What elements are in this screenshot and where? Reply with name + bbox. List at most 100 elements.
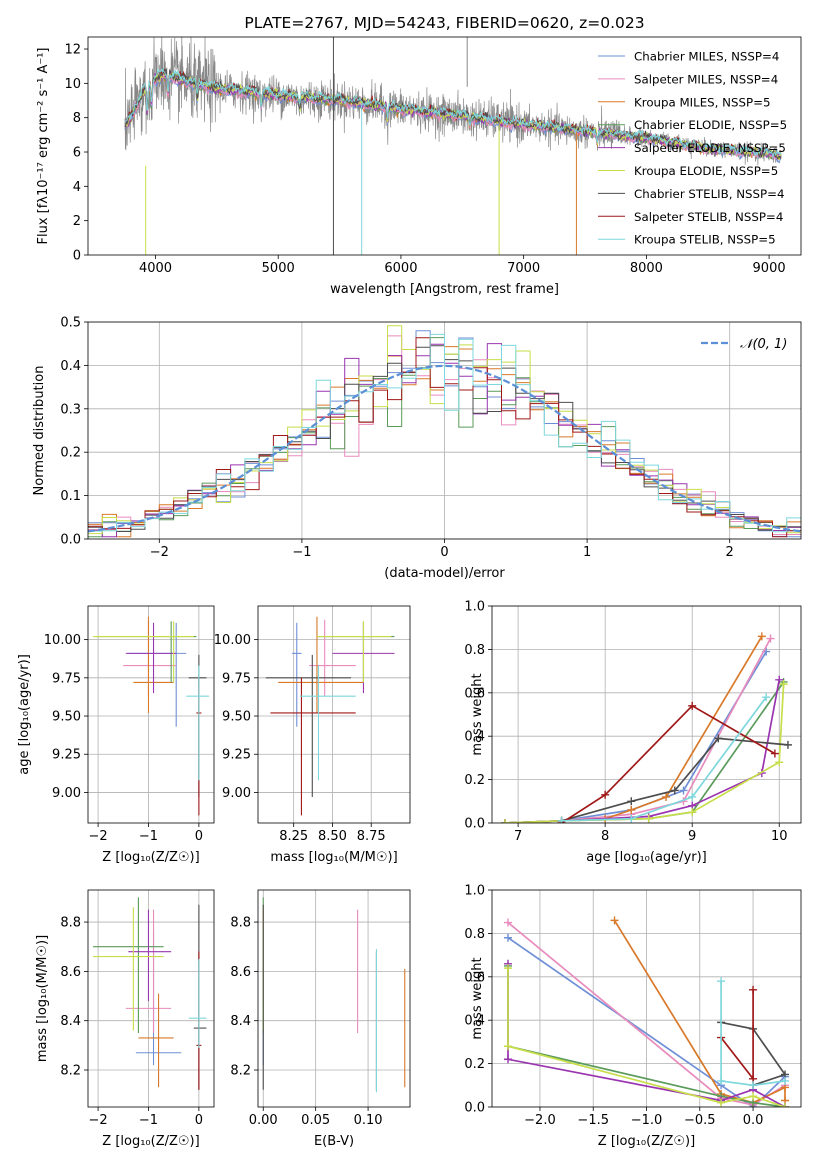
errorbar-point-2 <box>138 993 174 1088</box>
weight-marker <box>717 1098 726 1107</box>
x-axis-label: (data-model)/error <box>384 566 505 581</box>
errorbar-point-8 <box>186 665 209 781</box>
y-tick-label: 0.0 <box>60 533 81 548</box>
y-tick-label: 8.6 <box>60 965 81 980</box>
weight-marker <box>662 792 671 801</box>
errorbar-point-5 <box>93 907 164 1031</box>
x-tick-label: 2 <box>726 545 734 560</box>
weight-marker <box>762 693 771 702</box>
axes-frame <box>87 321 802 540</box>
y-tick-label: 0.6 <box>464 686 485 701</box>
y-tick-label: 0.8 <box>464 927 485 942</box>
chart-title: PLATE=2767, MJD=54243, FIBERID=0620, z=0… <box>244 14 644 32</box>
legend-label: Chabrier STELIB, NSSP=4 <box>634 187 785 201</box>
y-tick-label: 8.4 <box>60 1014 81 1029</box>
y-tick-label: 0 <box>73 249 81 264</box>
legend-label: Kroupa MILES, NSSP=5 <box>634 95 770 109</box>
weight-marker <box>766 634 775 643</box>
axes-frame <box>491 889 802 1108</box>
y-tick-label: 8.4 <box>230 1014 251 1029</box>
x-tick-label: 9000 <box>753 261 786 276</box>
legend-label: Chabrier MILES, NSSP=4 <box>634 50 779 64</box>
errorbar-point-8 <box>188 959 207 1048</box>
weight-series-6 <box>557 734 792 823</box>
y-tick-label: 0.5 <box>60 316 81 331</box>
weight-line <box>720 1021 787 1087</box>
weight-series-5 <box>503 964 790 1107</box>
y-tick-label: 0.4 <box>464 730 485 745</box>
y-tick-label: 9.25 <box>222 748 251 763</box>
weight-line <box>561 704 776 823</box>
y-tick-label: 10.00 <box>214 633 251 648</box>
normal-curve <box>88 364 801 533</box>
y-tick-label: 8.8 <box>60 916 81 931</box>
y-tick-label: 0.2 <box>464 1057 485 1072</box>
weight-series-1 <box>501 634 775 823</box>
x-tick-label: −1 <box>139 1113 158 1128</box>
weight-marker <box>688 792 697 801</box>
y-tick-label: 8.6 <box>230 965 251 980</box>
weight-series-7 <box>717 985 758 1083</box>
weight-series-2 <box>501 632 766 823</box>
weight-line <box>720 989 754 1082</box>
weight-marker <box>670 786 679 795</box>
plot-area <box>258 890 410 1107</box>
x-tick-label: 0.00 <box>249 1113 278 1128</box>
weight-marker <box>749 1081 758 1090</box>
x-tick-label: 9 <box>688 829 696 844</box>
errorbar-point-6 <box>265 654 352 798</box>
weight-series-8 <box>557 693 771 823</box>
y-tick-label: 0.2 <box>60 446 81 461</box>
axes-frame <box>87 605 215 824</box>
weight-marker <box>775 758 784 767</box>
x-tick-label: −2.0 <box>524 1113 556 1128</box>
x-tick-label: 6000 <box>384 261 417 276</box>
x-tick-label: 8.50 <box>318 829 347 844</box>
y-axis-label: Normed distribution <box>32 366 47 496</box>
errorbar-point-3 <box>93 897 164 1034</box>
errorbar-point-0 <box>292 622 302 727</box>
weight-marker <box>770 749 779 758</box>
legend-label: Chabrier ELODIE, NSSP=5 <box>634 118 787 132</box>
y-tick-label: 9.00 <box>222 786 251 801</box>
weight-marker <box>779 680 788 689</box>
weight-marker <box>688 701 697 710</box>
legend-label: Salpeter STELIB, NSSP=4 <box>634 210 783 224</box>
weight-series-4 <box>501 675 784 823</box>
errorbar-point-2 <box>278 616 364 713</box>
weight-marker <box>503 964 512 973</box>
y-tick-label: 4 <box>73 180 81 195</box>
errorbar-point-3 <box>316 621 395 683</box>
weight-marker <box>775 675 784 684</box>
x-tick-label: −2 <box>150 545 169 560</box>
y-tick-label: 9.75 <box>52 671 81 686</box>
errorbar-point-6 <box>188 654 207 798</box>
y-tick-label: 9.00 <box>52 786 81 801</box>
weight-line <box>720 981 786 1087</box>
legend-label: Salpeter ELODIE, NSSP=5 <box>634 141 786 155</box>
axes-frame <box>87 889 215 1108</box>
legend-label: Kroupa ELODIE, NSSP=5 <box>634 164 778 178</box>
x-tick-label: −2 <box>88 1113 107 1128</box>
panel-age-vs-mass: 8.25 8.50 8.75 9.00 9.25 9.50 9.75 10.00 mass [l… <box>214 605 411 865</box>
y-tick-label: 0.3 <box>60 402 81 417</box>
weight-marker <box>749 985 758 994</box>
model-spectrum-8 <box>124 67 782 158</box>
weight-series-8 <box>717 977 790 1090</box>
weight-line <box>505 651 767 823</box>
y-tick-label: 1.0 <box>464 884 485 899</box>
x-tick-label: 0.0 <box>743 1113 764 1128</box>
x-axis-label: Z [log₁₀(Z/Z☉)] <box>102 1134 199 1149</box>
weight-marker <box>688 808 697 817</box>
x-tick-label: 7 <box>514 829 522 844</box>
weight-marker <box>783 740 792 749</box>
errorbar-point-0 <box>128 622 187 727</box>
weight-marker <box>503 1055 512 1064</box>
plot-area <box>492 890 801 1107</box>
y-tick-label: 10 <box>64 77 81 92</box>
x-axis-label: Z [log₁₀(Z/Z☉)] <box>598 1134 695 1149</box>
weight-line <box>505 679 781 823</box>
y-tick-label: 2 <box>73 214 81 229</box>
weight-marker <box>557 816 566 823</box>
axes-frame <box>257 605 411 824</box>
